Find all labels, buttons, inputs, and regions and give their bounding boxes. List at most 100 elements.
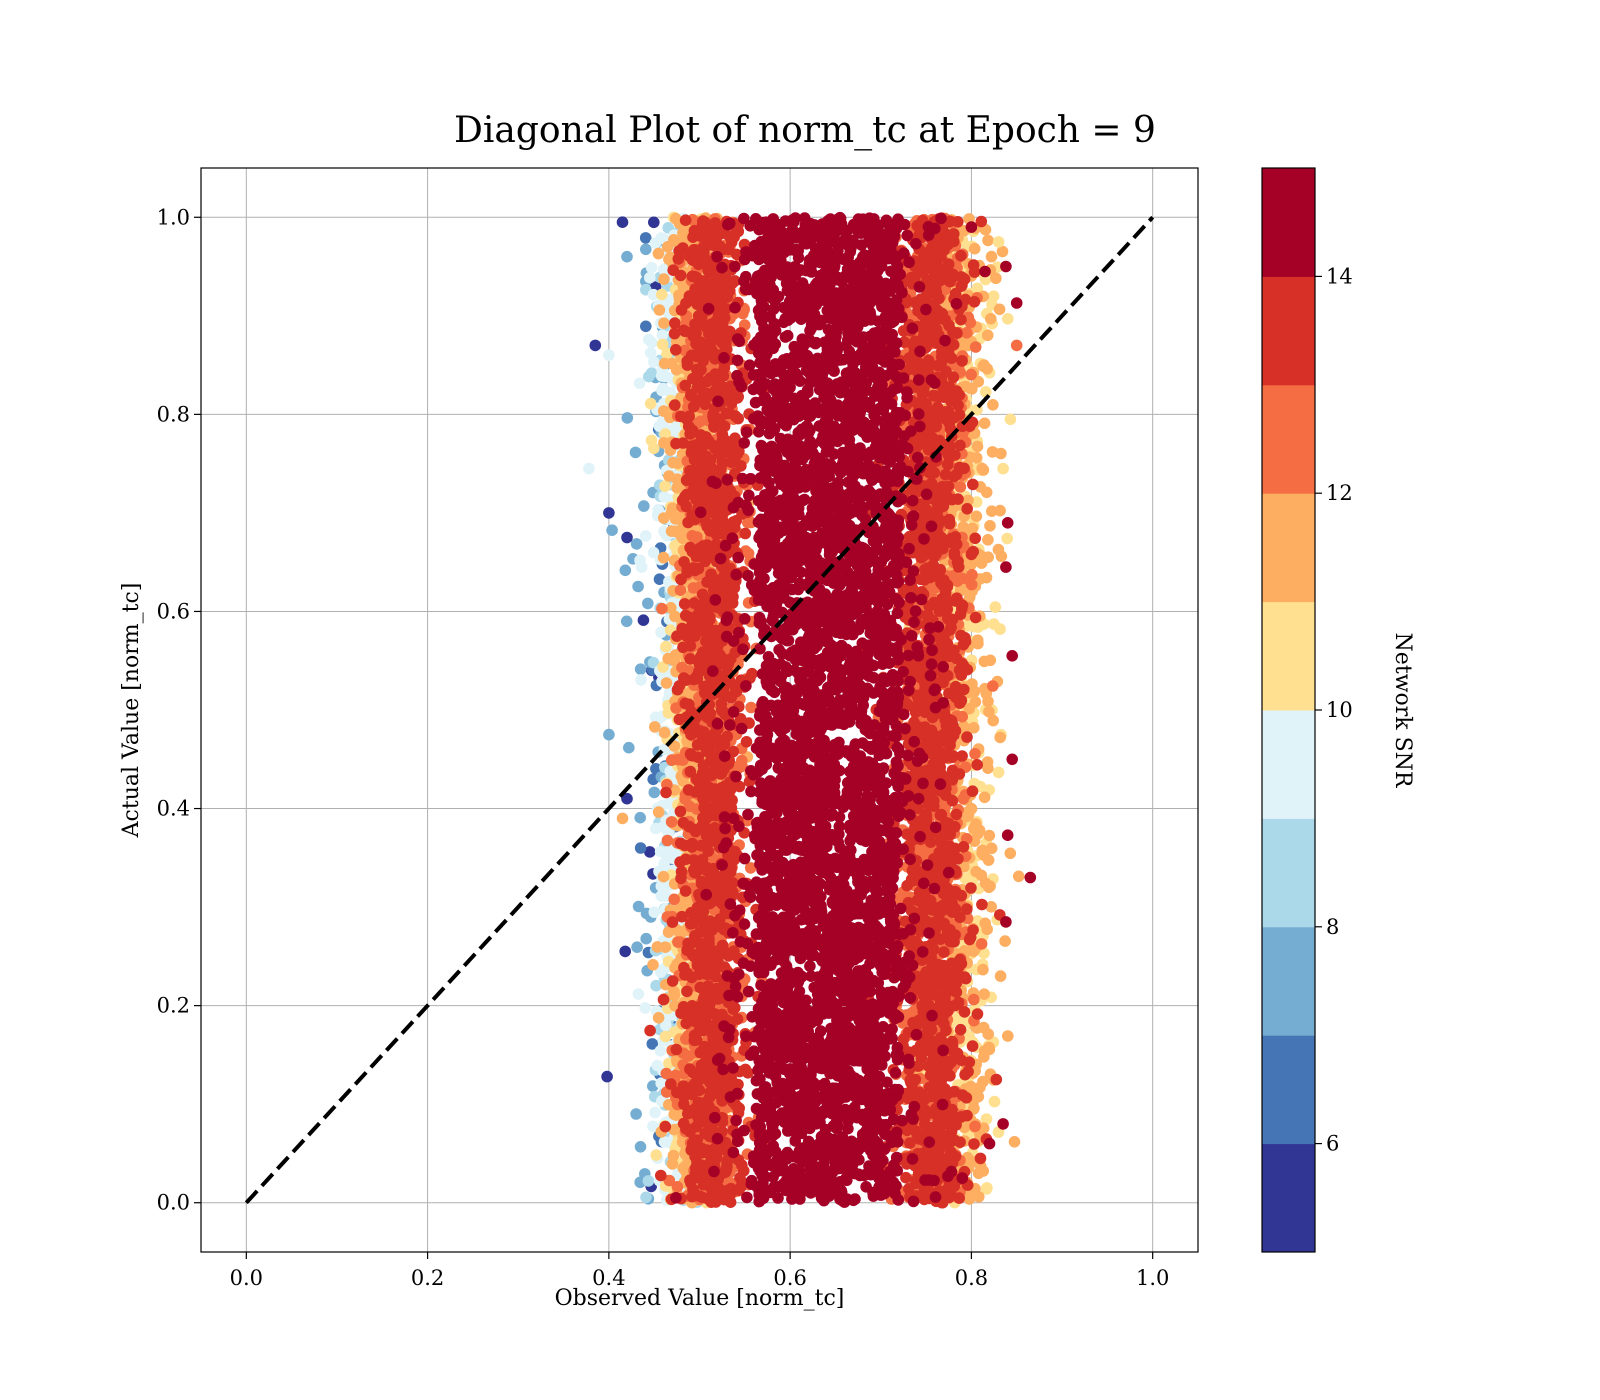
scatter-point [634,811,646,824]
scatter-point [642,1175,655,1187]
scatter-point [977,1075,989,1088]
scatter-point [656,338,669,351]
scatter-point [983,705,995,718]
scatter-point [1002,313,1014,325]
scatter-point [971,440,984,453]
scatter-point [648,786,661,799]
scatter-point [981,363,993,375]
scatter-point [642,597,654,610]
scatter-point [654,1045,667,1057]
scatter-point [1008,1136,1021,1148]
scatter-point [977,1165,989,1177]
scatter-point [635,674,647,686]
scatter-point [659,480,671,493]
scatter-point [980,571,993,584]
scatter-point [666,1158,679,1170]
scatter-point [987,680,999,692]
scatter-point [653,573,666,585]
scatter-point [672,526,684,538]
scatter-point [651,1059,664,1072]
scatter-point [658,1136,671,1148]
scatter-point [634,663,647,675]
scatter-point [987,399,999,411]
scatter-point [968,993,980,1006]
scatter-point [623,741,635,754]
scatter-point [665,816,678,828]
scatter-point [969,1120,981,1133]
scatter-point [655,626,667,639]
scatter-point [657,870,670,883]
scatter-point [665,357,678,370]
scatter-point [989,601,1002,613]
scatter-point [993,303,1006,316]
scatter-point [660,1067,673,1080]
scatter-point [656,288,668,301]
scatter-point [647,656,660,669]
scatter-point [650,979,662,992]
scatter-point [639,530,652,542]
scatter-point [637,614,650,626]
scatter-point [1004,847,1017,860]
scatter-point [652,1012,665,1024]
scatter-point [647,1120,659,1133]
scatter-point [994,970,1007,982]
scatter-point [968,722,980,734]
scatter-point [646,1038,659,1050]
scatter-point [662,797,675,810]
scatter-point [976,462,988,475]
scatter-point [653,304,666,316]
scatter-point [976,847,988,859]
scatter-point [645,434,658,447]
scatter-point [981,329,994,342]
scatter-point [640,1191,652,1204]
scatter-point [668,989,681,1001]
scatter-point [665,754,678,766]
scatter-point [658,317,670,330]
scatter-point [639,232,652,244]
scatter-point [992,766,1005,779]
scatter-point [606,524,618,536]
scatter-point [648,906,661,918]
scatter-point [644,347,657,359]
scatter-point [966,569,978,581]
scatter-point [985,250,998,263]
scatter-point [658,263,670,276]
scatter-point [631,941,643,953]
scatter-point [995,550,1008,563]
scatter-point [632,900,645,913]
scatter-point [647,546,660,559]
scatter-point [981,756,994,768]
scatter-point [1012,870,1025,883]
scatter-point [643,370,655,383]
scatter-point [982,234,994,247]
scatter-point [630,538,643,550]
scatter-point [982,534,994,546]
scatter-point [999,935,1011,947]
scatter-point [653,420,666,432]
scatter-point [970,510,983,523]
scatter-point [640,932,652,945]
scatter-point [971,634,984,646]
scatter-point [640,243,652,256]
scatter-point [969,748,981,760]
scatter-point [656,602,668,615]
scatter-point [657,661,669,673]
scatter-point [645,261,658,274]
scatter-point [634,554,646,567]
scatter-point [652,806,665,818]
scatter-point [984,654,997,667]
scatter-point [983,1043,996,1056]
scatter-point [658,437,670,449]
scatter-point [640,320,652,333]
scatter-point [621,412,634,424]
scatter-point [649,237,662,249]
scatter-point [632,988,645,1000]
scatter-point [994,731,1006,744]
scatter-point [970,865,982,878]
scatter-point [638,500,650,512]
scatter-point [647,959,659,971]
scatter-point [981,923,993,936]
scatter-point [990,272,1002,285]
scatter-point [644,271,656,284]
scatter-point [975,938,988,950]
